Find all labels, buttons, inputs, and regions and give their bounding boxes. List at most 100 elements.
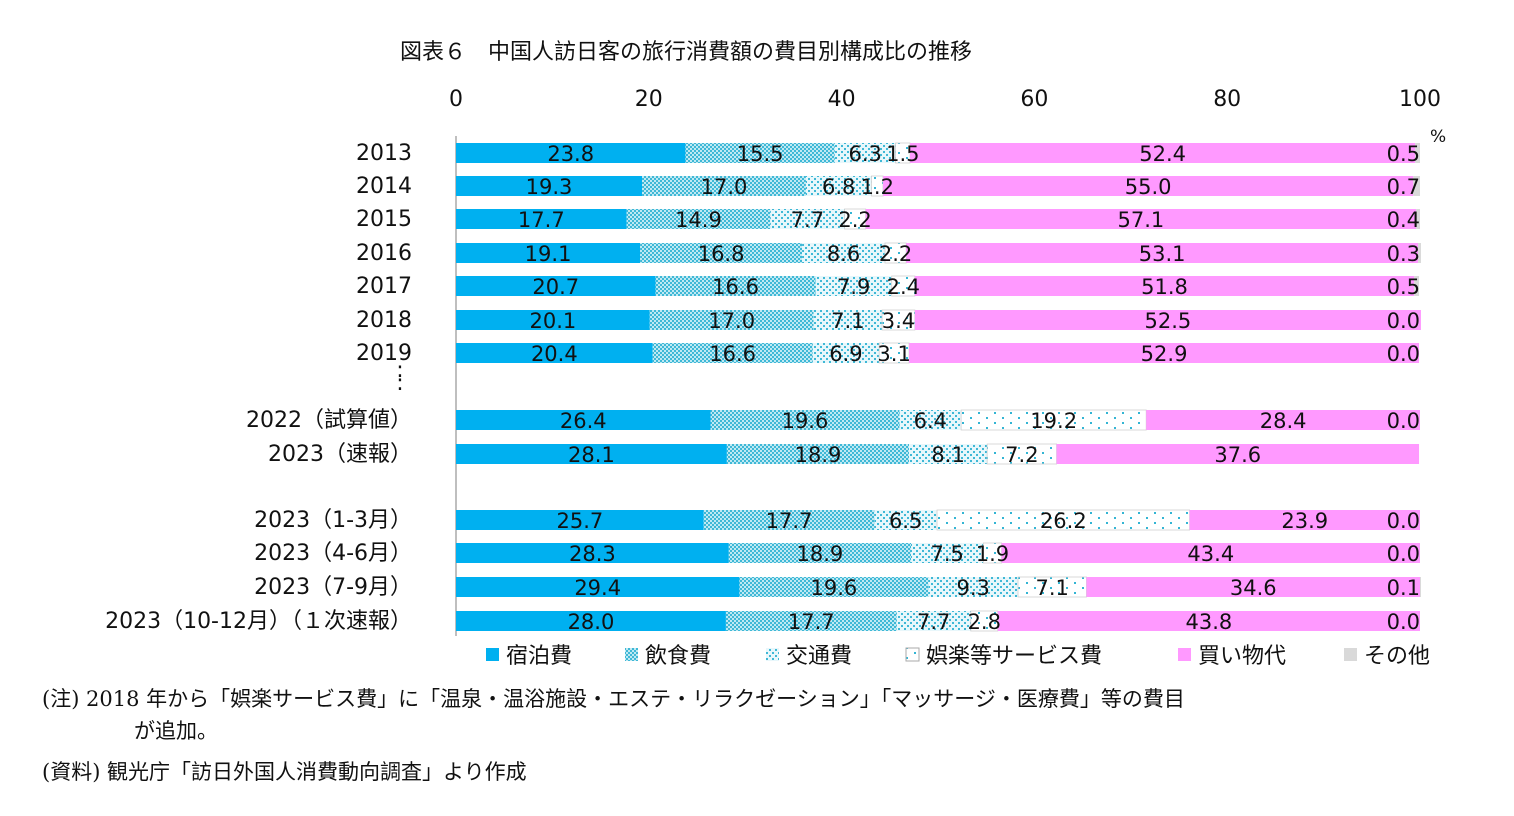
data-label: 1.9 bbox=[976, 542, 1009, 566]
category-label: 2023（速報） bbox=[268, 442, 412, 467]
data-label: 0.0 bbox=[1387, 309, 1420, 333]
bar-segment bbox=[896, 611, 971, 631]
chart-title: 図表６ 中国人訪日客の旅行消費額の費目別構成比の推移 bbox=[400, 40, 973, 65]
gap-marker: :: bbox=[396, 358, 403, 396]
bar-segment bbox=[805, 176, 872, 196]
bar-segment bbox=[1189, 510, 1420, 530]
data-label: 28.4 bbox=[1260, 409, 1307, 433]
category-label: 2019 bbox=[356, 341, 412, 366]
data-label: 23.8 bbox=[547, 142, 594, 166]
bars bbox=[456, 142, 1421, 632]
data-label: 8.1 bbox=[931, 443, 964, 467]
bar-segment bbox=[834, 143, 896, 163]
data-label: 6.8 bbox=[822, 175, 855, 199]
data-label: 17.7 bbox=[788, 610, 835, 634]
category-label: 2018 bbox=[356, 308, 412, 333]
data-label: 55.0 bbox=[1125, 175, 1172, 199]
data-label: 2.8 bbox=[968, 610, 1001, 634]
category-label: 2014 bbox=[356, 174, 412, 199]
bar-segment bbox=[739, 577, 929, 597]
bar-segment bbox=[906, 243, 1419, 263]
data-label: 52.5 bbox=[1145, 309, 1192, 333]
category-label: 2023（4-6月） bbox=[254, 541, 412, 566]
data-label: 6.5 bbox=[889, 509, 922, 533]
data-label: 0.1 bbox=[1387, 576, 1420, 600]
data-label: 0.0 bbox=[1387, 509, 1420, 533]
data-label: 28.0 bbox=[568, 610, 615, 634]
bar-segment bbox=[456, 410, 711, 430]
note-line-2: が追加。 bbox=[134, 719, 218, 743]
bar-segment bbox=[914, 310, 1421, 330]
bar-segment bbox=[1414, 276, 1420, 296]
bar-segment bbox=[456, 243, 641, 263]
data-label: 6.4 bbox=[914, 409, 947, 433]
data-label: 7.2 bbox=[1005, 443, 1038, 467]
bar-segment bbox=[914, 276, 1415, 296]
bar-segment bbox=[812, 343, 880, 363]
data-label: 16.6 bbox=[709, 342, 756, 366]
data-label: 7.5 bbox=[930, 542, 963, 566]
data-label: 8.6 bbox=[827, 242, 860, 266]
category-labels: 2013 2014 2015 2016 2017 2018 2019 2022（試算値） 202… bbox=[105, 141, 412, 634]
data-label: 43.8 bbox=[1186, 610, 1233, 634]
data-label: 17.7 bbox=[518, 208, 565, 232]
data-label: 17.0 bbox=[701, 175, 748, 199]
bar-segment bbox=[703, 510, 875, 530]
category-label: 2023（10-12月）（１次速報） bbox=[105, 609, 412, 634]
data-label: 52.4 bbox=[1139, 142, 1186, 166]
bar-segment bbox=[770, 209, 845, 229]
bar-segment bbox=[456, 209, 627, 229]
bar-segment bbox=[626, 209, 771, 229]
bar-segment bbox=[982, 542, 1003, 564]
note-line-1: (注) 2018 年から「娯楽サービス費」に「温泉・温浴施設・エステ・リラクゼー… bbox=[42, 687, 1185, 711]
data-label: 53.1 bbox=[1139, 242, 1186, 266]
data-label: 0.4 bbox=[1387, 208, 1420, 232]
data-label: 20.7 bbox=[532, 275, 579, 299]
data-label: 16.6 bbox=[712, 275, 759, 299]
data-label: 17.0 bbox=[708, 309, 755, 333]
bar-segment bbox=[456, 143, 686, 163]
data-label: 19.6 bbox=[782, 409, 829, 433]
data-label: 7.1 bbox=[831, 309, 864, 333]
data-label: 51.8 bbox=[1141, 275, 1188, 299]
data-label: 28.1 bbox=[568, 443, 615, 467]
bar-segment bbox=[1418, 243, 1421, 263]
data-label: 37.6 bbox=[1214, 443, 1261, 467]
bar-segment bbox=[456, 577, 740, 597]
bar-segment bbox=[1413, 176, 1420, 196]
legend-label: 宿泊費 bbox=[506, 644, 572, 669]
bar-segment bbox=[1056, 444, 1420, 464]
data-label: 16.8 bbox=[698, 242, 745, 266]
data-label: 57.1 bbox=[1118, 208, 1165, 232]
data-label: 6.3 bbox=[849, 142, 882, 166]
bar-segment bbox=[726, 444, 910, 464]
bar-segment bbox=[456, 176, 643, 196]
bar-segment bbox=[456, 543, 729, 563]
data-label: 0.0 bbox=[1387, 542, 1420, 566]
data-label: 52.9 bbox=[1141, 342, 1188, 366]
bar-segment bbox=[655, 276, 816, 296]
legend: 宿泊費 飲食費 交通費 娯楽等サービス費 買い物代 その他 bbox=[486, 644, 1430, 669]
bar-segment bbox=[928, 577, 1019, 597]
legend-swatch bbox=[1344, 648, 1357, 661]
data-label: 6.9 bbox=[829, 342, 862, 366]
category-label: 2023（1-3月） bbox=[254, 508, 412, 533]
bar-segment bbox=[710, 410, 900, 430]
data-label: 1.2 bbox=[861, 175, 894, 199]
bar-segment bbox=[456, 310, 650, 330]
bar-segment bbox=[456, 510, 704, 530]
data-label: 7.7 bbox=[791, 208, 824, 232]
gap-marker-dots: : bbox=[396, 371, 403, 396]
source-note: (資料) 観光庁「訪日外国人消費動向調査」より作成 bbox=[42, 760, 527, 784]
bar-segment bbox=[813, 310, 883, 330]
bar-segment bbox=[1415, 143, 1420, 163]
category-label: 2015 bbox=[356, 207, 412, 232]
category-label: 2016 bbox=[356, 241, 412, 266]
x-tick-label: 0 bbox=[449, 87, 463, 112]
category-label: 2023（7-9月） bbox=[254, 575, 412, 600]
data-label: 26.4 bbox=[560, 409, 607, 433]
data-label: 19.1 bbox=[525, 242, 572, 266]
bar-segment bbox=[456, 444, 727, 464]
data-label: 29.4 bbox=[574, 576, 621, 600]
bar-segment bbox=[1001, 543, 1420, 563]
